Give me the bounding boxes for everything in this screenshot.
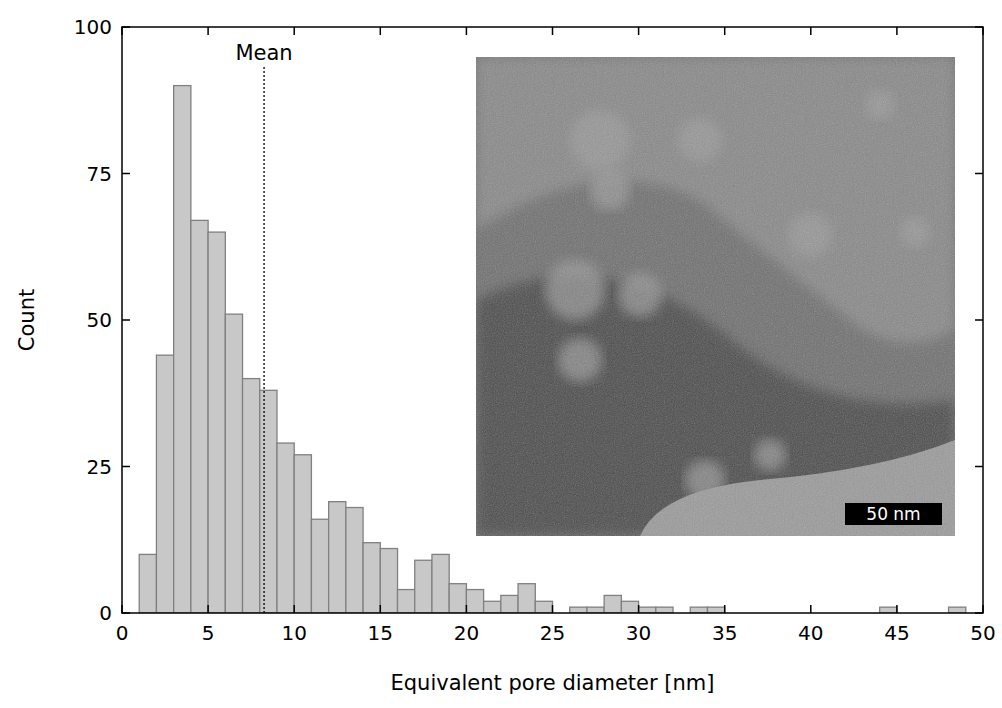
x-tick-label: 10 <box>281 621 306 645</box>
x-tick-label: 45 <box>884 621 909 645</box>
histogram-bar <box>535 601 552 613</box>
x-tick-top <box>810 27 812 35</box>
y-tick-label: 0 <box>99 601 112 625</box>
histogram-bar <box>415 560 432 613</box>
x-axis-title: Equivalent pore diameter [nm] <box>391 671 715 695</box>
inset-grain <box>476 57 955 536</box>
x-tick <box>638 605 640 613</box>
y-tick <box>122 173 130 175</box>
histogram-bar <box>156 355 173 613</box>
histogram-bar <box>518 584 535 613</box>
histogram-bar <box>449 584 466 613</box>
y-tick-label: 50 <box>87 308 112 332</box>
x-tick-top <box>207 27 209 35</box>
histogram-bar <box>294 455 311 613</box>
scale-bar-label: 50 nm <box>866 504 920 524</box>
x-tick-label: 30 <box>626 621 651 645</box>
mean-group <box>264 67 265 613</box>
inset-image <box>476 57 955 536</box>
inset-bg <box>476 57 955 536</box>
histogram-bar <box>880 607 897 613</box>
x-tick-label: 20 <box>454 621 479 645</box>
histogram-bar <box>639 607 656 613</box>
histogram-bar <box>277 443 294 613</box>
histogram-bar <box>484 601 501 613</box>
y-tick <box>122 612 130 614</box>
histogram-bar <box>380 549 397 613</box>
histogram-bar <box>656 607 673 613</box>
x-tick <box>293 605 295 613</box>
y-tick-label: 75 <box>87 162 112 186</box>
x-tick-top <box>121 27 123 35</box>
histogram-bar <box>604 595 621 613</box>
x-tick-label: 35 <box>712 621 737 645</box>
x-tick-top <box>896 27 898 35</box>
x-tick-label: 25 <box>540 621 565 645</box>
y-tick <box>122 319 130 321</box>
histogram-bar <box>432 554 449 613</box>
y-tick-label: 100 <box>74 15 112 39</box>
histogram-bar <box>243 379 260 613</box>
histogram-bar <box>174 86 191 613</box>
x-tick-top <box>724 27 726 35</box>
mean-label: Mean <box>235 41 292 65</box>
x-tick <box>121 605 123 613</box>
x-tick <box>982 605 984 613</box>
scale-bar <box>845 503 942 525</box>
x-tick <box>552 605 554 613</box>
chart: Mean 50 nm 0 5 10 15 20 25 30 35 40 45 50 0 25 50 75 100 E… <box>0 0 1002 708</box>
plot-frame <box>122 27 983 613</box>
histogram-bar <box>621 601 638 613</box>
x-tick-top <box>380 27 382 35</box>
histogram-bar <box>363 543 380 613</box>
histogram-bar <box>329 502 346 613</box>
histogram-bar <box>949 607 966 613</box>
y-tick-right <box>975 319 983 321</box>
y-tick <box>122 26 130 28</box>
x-tick <box>466 605 468 613</box>
histogram-bar <box>570 607 587 613</box>
x-tick-label: 50 <box>970 621 995 645</box>
histogram-bar <box>311 519 328 613</box>
histogram-bar <box>139 554 156 613</box>
histogram-bar <box>466 590 483 613</box>
histogram-bar <box>690 607 707 613</box>
histogram-bar <box>191 220 208 613</box>
y-tick <box>122 466 130 468</box>
y-tick-label: 25 <box>87 455 112 479</box>
x-tick-top <box>293 27 295 35</box>
y-tick-right <box>975 612 983 614</box>
x-tick-label: 40 <box>798 621 823 645</box>
x-tick-top <box>552 27 554 35</box>
y-tick-right <box>975 26 983 28</box>
mean-line <box>263 67 264 613</box>
histogram-bar <box>398 590 415 613</box>
y-axis-title: Count <box>15 289 39 351</box>
x-tick-top <box>982 27 984 35</box>
histogram-bar <box>346 508 363 613</box>
x-tick <box>810 605 812 613</box>
x-tick-top <box>466 27 468 35</box>
histogram-bar <box>208 232 225 613</box>
y-tick-right <box>975 173 983 175</box>
x-tick <box>380 605 382 613</box>
x-tick-label: 0 <box>116 621 129 645</box>
histogram-bar <box>225 314 242 613</box>
x-tick-label: 15 <box>368 621 393 645</box>
x-tick <box>207 605 209 613</box>
x-tick <box>896 605 898 613</box>
histogram-bar <box>587 607 604 613</box>
x-tick-label: 5 <box>202 621 215 645</box>
x-tick <box>724 605 726 613</box>
y-tick-right <box>975 466 983 468</box>
histogram-bar <box>501 595 518 613</box>
x-tick-top <box>638 27 640 35</box>
histogram-bar <box>707 607 724 613</box>
histogram-bar <box>260 390 277 613</box>
